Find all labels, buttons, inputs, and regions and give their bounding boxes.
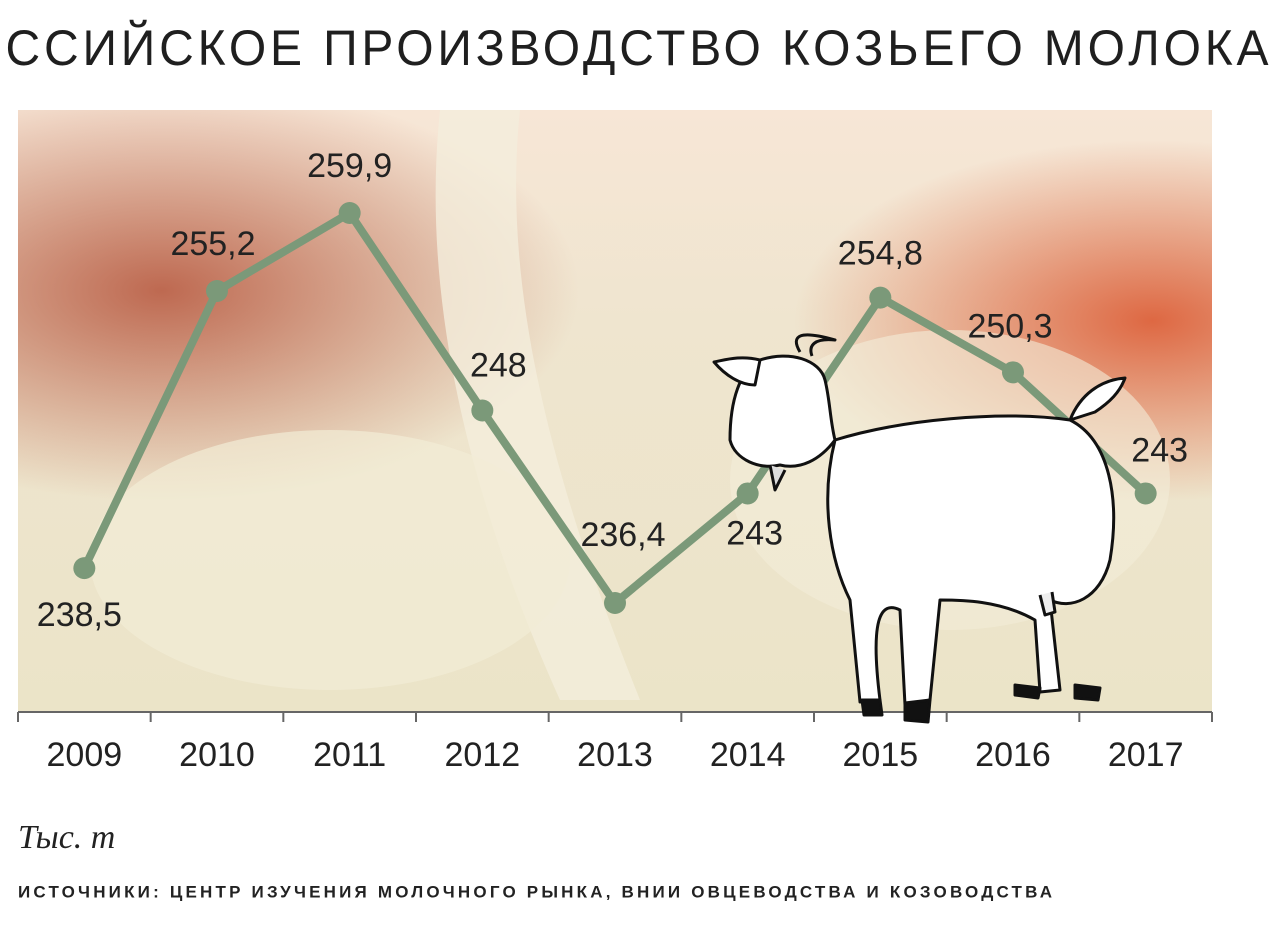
point — [736, 482, 759, 505]
point — [73, 557, 96, 580]
value-label: 243 — [726, 514, 783, 552]
x-tick-label: 2014 — [710, 736, 786, 774]
value-label: 254,8 — [838, 235, 923, 273]
background — [18, 110, 1212, 712]
point — [338, 202, 361, 224]
point — [1002, 361, 1024, 384]
value-label: 248 — [470, 346, 527, 384]
x-tick-label: 2012 — [445, 736, 521, 774]
x-tick-label: 2013 — [577, 736, 653, 774]
x-tick-label: 2011 — [313, 736, 386, 774]
point — [869, 286, 892, 309]
x-tick-label: 2010 — [179, 736, 255, 774]
value-label: 255,2 — [170, 225, 255, 263]
x-tick-label: 2009 — [47, 736, 123, 774]
point — [604, 592, 626, 614]
source-note: ИСТОЧНИКИ: ЦЕНТР ИЗУЧЕНИЯ МОЛОЧНОГО РЫНК… — [18, 882, 1055, 901]
point — [206, 280, 228, 302]
value-label: 238,5 — [37, 596, 122, 634]
value-label: 259,9 — [307, 147, 392, 185]
x-tick-label: 2017 — [1108, 736, 1184, 774]
value-label: 236,4 — [580, 516, 665, 554]
x-tick-label: 2015 — [843, 736, 919, 774]
point — [1134, 482, 1157, 505]
point — [471, 399, 494, 422]
chart-title: РОССИЙСКОЕ ПРОИЗВОДСТВО КОЗЬЕГО МОЛОКА — [0, 20, 1272, 76]
value-label: 243 — [1131, 431, 1188, 469]
x-tick-label: 2016 — [975, 736, 1051, 774]
value-label: 250,3 — [967, 307, 1052, 345]
plot: 2009 2010 2011 2012 2013 2014 2015 2016 2017 238,… — [17, 147, 1213, 774]
unit-label: Тыс. т — [18, 819, 115, 856]
goat — [712, 333, 1127, 724]
